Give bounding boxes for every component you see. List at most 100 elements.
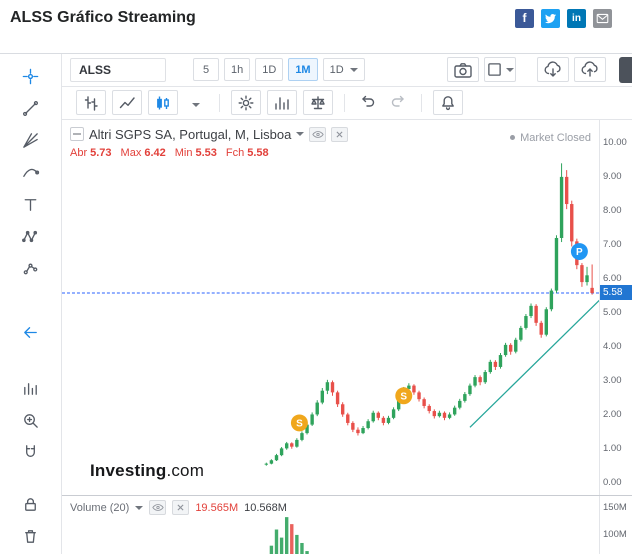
price-axis-tick: 7.00	[603, 238, 622, 250]
series-visibility-button[interactable]	[309, 126, 327, 142]
page-header: ALSS Gráfico Streaming f in	[0, 0, 632, 36]
bar-chart-type-button[interactable]	[76, 90, 106, 116]
price-axis-tick: 2.00	[603, 408, 622, 420]
candlestick-chart-type-button[interactable]	[148, 90, 178, 116]
ohlc-high: Max 6.42	[120, 146, 166, 159]
interval-1m-button[interactable]: 1M	[288, 58, 318, 82]
volume-indicator-label[interactable]: Volume (20)	[70, 501, 130, 514]
alert-button[interactable]	[433, 90, 463, 116]
price-axis[interactable]: 5.58 10.00 9.00 8.00 7.00 6.00 5.00 4.00 3.00 2.…	[599, 119, 632, 496]
line-chart-type-button[interactable]	[112, 90, 142, 116]
fullscreen-button-partial[interactable]	[619, 56, 632, 83]
scales-button[interactable]	[303, 90, 333, 116]
ohlc-values: Abr 5.73 Max 6.42 Min 5.53 Fch 5.58	[70, 147, 348, 159]
lock-drawings-tool[interactable]	[14, 489, 48, 519]
chevron-down-icon	[349, 67, 358, 72]
interval-dropdown[interactable]: 1D	[322, 58, 365, 82]
magnet-tool[interactable]	[14, 437, 48, 467]
price-axis-tick: 5.00	[603, 306, 622, 318]
linkedin-glyph: in	[572, 12, 581, 24]
volume-axis[interactable]: 150M 100M	[599, 496, 632, 554]
padlock-icon	[25, 497, 36, 511]
cloud-download-icon	[544, 61, 561, 77]
magnifier-icon	[24, 413, 38, 428]
columns-icon	[24, 382, 37, 395]
widget-content: ALSS 5 1h 1D 1M 1D	[62, 54, 632, 554]
price-axis-tick: 0.00	[603, 476, 622, 488]
main-toolbar: ALSS 5 1h 1D 1M 1D	[62, 54, 632, 87]
forecast-tool[interactable]	[14, 253, 48, 283]
candles	[264, 163, 594, 466]
interval-1d-button[interactable]: 1D	[255, 58, 284, 82]
trend-line	[469, 299, 599, 428]
candlestick-canvas[interactable]: S S P	[62, 120, 599, 495]
undo-button[interactable]	[356, 92, 380, 113]
instrument-dropdown-caret[interactable]	[296, 132, 305, 137]
collapse-toolbar-button[interactable]	[14, 317, 48, 347]
fan-lines-icon	[23, 132, 38, 148]
symbol-input[interactable]: ALSS	[70, 57, 166, 82]
close-icon	[336, 131, 343, 138]
linkedin-share-icon[interactable]: in	[567, 8, 586, 28]
chevron-down-icon	[192, 103, 200, 108]
volume-close-button[interactable]	[172, 500, 190, 516]
magnet-icon	[26, 444, 35, 457]
zigzag-pattern-icon	[22, 230, 38, 242]
volume-value: 19.565M	[195, 501, 239, 514]
price-axis-tick: 9.00	[603, 170, 622, 182]
eye-icon	[152, 504, 164, 512]
redo-button[interactable]	[386, 92, 410, 113]
volume-canvas	[269, 517, 309, 554]
text-tool[interactable]	[14, 189, 48, 219]
zoom-in-tool[interactable]	[14, 405, 48, 435]
trendline-tool[interactable]	[14, 93, 48, 123]
price-chart: S S P Altri SGPS SA, Portugal, M, Lisboa A…	[62, 119, 632, 496]
redo-icon	[391, 96, 404, 108]
email-share-icon[interactable]	[593, 8, 612, 28]
crosshair-icon	[22, 68, 39, 84]
candlestick-icon	[157, 96, 169, 110]
price-axis-tick: 4.00	[603, 340, 622, 352]
price-axis-tick: 10.00	[603, 136, 627, 148]
series-close-button[interactable]	[331, 126, 349, 142]
volume-plot[interactable]: Volume (20) 19.565M 10.568M	[62, 496, 599, 554]
bars-pattern-tool[interactable]	[14, 373, 48, 403]
svg-text:S: S	[400, 391, 407, 402]
volume-visibility-button[interactable]	[149, 500, 167, 516]
minus-icon	[73, 133, 81, 135]
indicators-button[interactable]	[267, 90, 297, 116]
price-plot[interactable]: S S P Altri SGPS SA, Portugal, M, Lisboa A…	[62, 120, 599, 495]
twitter-share-icon[interactable]	[541, 8, 560, 28]
screenshot-button[interactable]	[447, 57, 479, 83]
facebook-share-icon[interactable]: f	[515, 8, 534, 28]
instrument-title: Altri SGPS SA, Portugal, M, Lisboa	[89, 126, 292, 142]
xabcd-pattern-tool[interactable]	[14, 221, 48, 251]
share-buttons: f in	[515, 8, 612, 28]
ohlc-bars-icon	[84, 96, 98, 111]
load-chart-button[interactable]	[537, 57, 569, 83]
twitter-bird-icon	[544, 13, 557, 23]
layout-button[interactable]	[484, 57, 516, 83]
volume-axis-tick: 100M	[603, 529, 627, 541]
gann-fib-tool[interactable]	[14, 125, 48, 155]
collapse-pane-button[interactable]	[70, 127, 84, 142]
arc-tool[interactable]	[14, 157, 48, 187]
chart-style-toolbar	[62, 87, 632, 120]
settings-button[interactable]	[231, 90, 261, 116]
crosshair-tool[interactable]	[14, 61, 48, 91]
price-axis-tick: 1.00	[603, 442, 622, 454]
page-title: ALSS Gráfico Streaming	[10, 9, 196, 26]
curve-icon	[23, 168, 40, 177]
save-chart-button[interactable]	[574, 57, 606, 83]
svg-text:S: S	[296, 418, 303, 429]
payment-marker: P	[570, 242, 588, 260]
interval-5-button[interactable]: 5	[193, 58, 219, 82]
volume-dropdown-caret[interactable]	[135, 505, 144, 510]
interval-1h-button[interactable]: 1h	[224, 58, 251, 82]
text-icon	[24, 198, 37, 211]
chart-type-dropdown[interactable]	[184, 95, 208, 110]
remove-drawings-tool[interactable]	[14, 521, 48, 551]
facebook-glyph: f	[522, 11, 527, 25]
trendline-icon	[22, 100, 39, 116]
chevron-down-icon	[505, 67, 514, 72]
